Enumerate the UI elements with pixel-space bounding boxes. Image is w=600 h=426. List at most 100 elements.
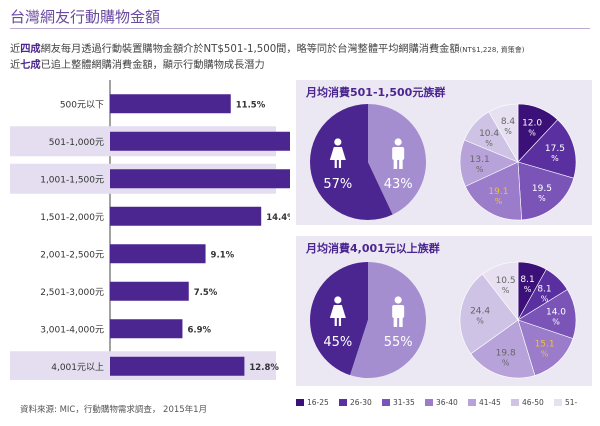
legend-label: 31-35 — [393, 398, 415, 407]
pie-slice — [482, 261, 519, 321]
bar — [110, 206, 262, 226]
icon-leg — [399, 317, 403, 327]
pie-value-unit: % — [502, 286, 510, 295]
bar-category-label: 3,001-4,000元 — [40, 325, 104, 335]
bar — [110, 356, 245, 376]
legend-label: 26-30 — [350, 398, 372, 407]
pie-value-label: 57% — [323, 177, 352, 192]
pie-slice — [459, 273, 519, 355]
intro-text: 近 — [10, 44, 21, 55]
legend-swatch — [339, 399, 347, 406]
pie-value-unit: % — [551, 154, 559, 163]
pie-value-label: 13.1 — [470, 155, 490, 165]
pie-value-unit: % — [524, 285, 532, 294]
intro-line-1: 近四成網友每月透過行動裝置購物金額介於NT$501-1,500間，略等同於台灣整… — [10, 40, 524, 55]
pie-value-label: 10.5 — [496, 276, 516, 286]
icon-dress — [329, 147, 346, 160]
bar — [110, 131, 290, 151]
panel-4001-plus: 月均消費4,001元以上族群 45% 55% 8.1% 8.1% 14.0% 15.1% 1… — [296, 236, 592, 386]
icon-head — [334, 138, 342, 146]
panel-charts: 57% 43%12.0%17.5%19.5%19.1%13.1%10.4%8.4% — [310, 103, 577, 221]
pie-value-label: 14.0 — [546, 308, 566, 318]
bar-category-label: 2,001-2,500元 — [40, 250, 104, 260]
pie-value-unit: % — [502, 358, 510, 367]
legend-item: 36-40 — [425, 398, 458, 407]
panel-title: 月均消費4,001元以上族群 — [306, 242, 440, 255]
bar — [110, 244, 206, 264]
icon-torso — [392, 147, 405, 160]
pie-value-unit: % — [552, 318, 560, 327]
pie-value-label: 19.1 — [488, 187, 508, 197]
pie-value-label: 10.4 — [479, 129, 499, 139]
pie-value-unit: % — [528, 128, 536, 137]
bar-value-label: 12.8% — [249, 363, 279, 373]
bar-value-label: 14.4% — [266, 213, 290, 223]
panel-charts: 45% 55%8.1% 8.1%14.0%15.1%19.8%24.4%10.5% — [310, 261, 577, 379]
intro-highlight: 七成 — [20, 60, 41, 71]
pie-value-unit: % — [541, 294, 549, 303]
icon-leg — [338, 318, 342, 326]
legend-swatch — [425, 399, 433, 406]
pie-value-label: 19.8 — [496, 348, 516, 358]
age-legend: 16-25 26-30 31-35 36-40 41-45 46-50 51- — [296, 398, 596, 412]
pie-value-label: 8.1 — [520, 275, 534, 285]
pie-value-label: 45% — [323, 335, 352, 350]
bar-value-label: 6.9% — [187, 325, 211, 335]
panel-title: 月均消費501-1,500元族群 — [306, 86, 446, 99]
pie-value-unit: % — [538, 194, 546, 203]
pie-value-label: 12.0 — [522, 118, 542, 128]
icon-leg — [393, 159, 398, 169]
bar — [110, 94, 231, 114]
female-icon — [329, 138, 346, 168]
pie-value-label: 19.5 — [532, 184, 552, 194]
source-note: 資料來源: MIC，行動購物需求調查， 2015年1月 — [20, 405, 208, 415]
icon-dress — [329, 305, 346, 318]
legend-swatch — [468, 399, 476, 406]
pie-slice — [517, 289, 577, 339]
pie-slice — [488, 103, 519, 164]
pie-value-unit: % — [476, 317, 484, 326]
page-title: 台灣網友行動購物金額 — [10, 8, 161, 26]
legend-swatch — [382, 399, 390, 406]
pie-value-label: 17.5 — [545, 144, 565, 154]
spending-bar-chart: 500元以下11.5%501-1,000元18.9%1,001-1,500元18… — [10, 80, 290, 380]
pie-value-label: 24.4 — [470, 307, 490, 317]
legend-label: 36-40 — [436, 398, 458, 407]
legend-swatch — [554, 399, 562, 406]
legend-item: 51- — [554, 398, 577, 407]
pie-value-unit: % — [541, 350, 549, 359]
bar-category-label: 1,001-1,500元 — [40, 175, 104, 185]
bar — [110, 319, 183, 339]
intro-text: 已追上整體網購消費金額，顯示行動購物成長潛力 — [40, 60, 265, 71]
intro-text: 網友每月透過行動裝置購物金額介於NT$501-1,500間，略等同於台灣整體平均… — [40, 44, 460, 55]
legend-item: 26-30 — [339, 398, 372, 407]
icon-leg — [338, 160, 342, 168]
icon-leg — [399, 159, 403, 169]
icon-head — [334, 296, 342, 304]
pie-value-label: 8.4 — [501, 117, 516, 127]
intro-note: (NT$1,228, 資策會) — [459, 46, 525, 54]
bar-value-label: 11.5% — [236, 100, 266, 110]
legend-label: 51- — [565, 398, 578, 407]
bar-category-label: 4,001元以上 — [51, 362, 104, 373]
male-icon — [392, 138, 405, 169]
bar-category-label: 501-1,000元 — [49, 138, 104, 148]
legend-label: 46-50 — [522, 398, 544, 407]
bar-value-label: 7.5% — [194, 288, 218, 298]
panel-501-1500: 月均消費501-1,500元族群 57% 43% 12.0% 17.5% 19.5% 19… — [296, 80, 592, 225]
legend-swatch — [296, 399, 304, 406]
bar-category-label: 500元以下 — [60, 100, 104, 110]
male-icon — [392, 296, 405, 327]
pie-value-label: 43% — [384, 177, 413, 192]
pie-slice — [517, 119, 577, 179]
pie-slice-female — [310, 104, 393, 220]
legend-item: 46-50 — [511, 398, 544, 407]
legend-item: 41-45 — [468, 398, 501, 407]
pie-slice-male — [350, 262, 427, 378]
icon-head — [394, 138, 402, 146]
bar-value-label: 9.1% — [211, 250, 235, 260]
legend-item: 31-35 — [382, 398, 415, 407]
icon-leg — [334, 318, 337, 326]
legend-label: 41-45 — [479, 398, 501, 407]
pie-value-label: 15.1 — [535, 340, 555, 350]
